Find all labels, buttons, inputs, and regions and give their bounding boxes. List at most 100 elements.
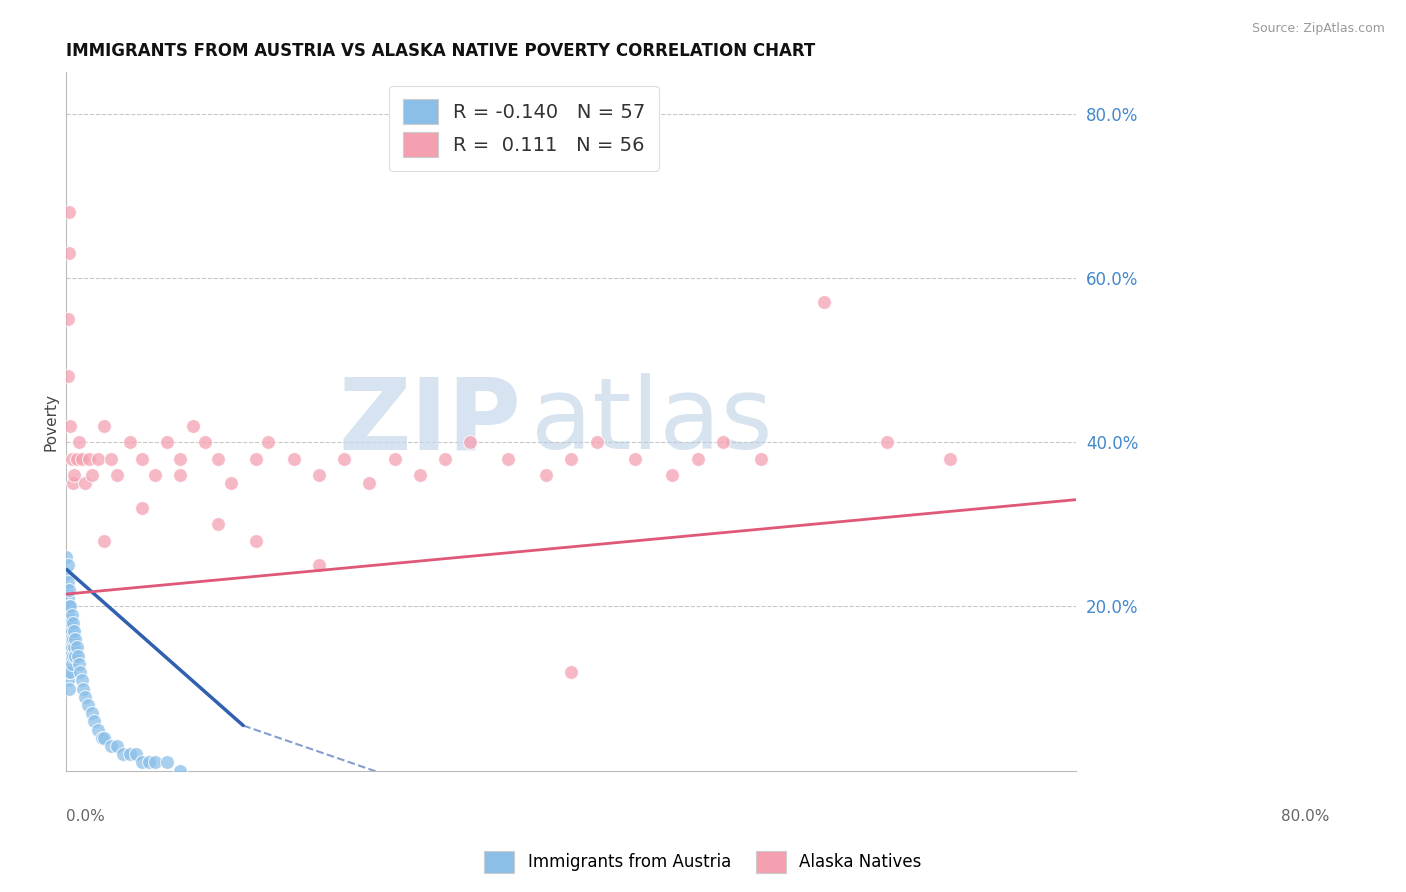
- Point: [661, 467, 683, 482]
- Point: [62, 476, 84, 491]
- Point: [63, 467, 86, 482]
- Point: [118, 747, 141, 762]
- Point: [67, 657, 90, 671]
- Point: [156, 435, 179, 450]
- Point: [434, 451, 457, 466]
- Point: [359, 476, 381, 491]
- Text: 0.0%: 0.0%: [66, 809, 105, 824]
- Point: [59, 632, 82, 647]
- Point: [59, 599, 82, 614]
- Point: [56, 311, 79, 326]
- Point: [75, 690, 97, 704]
- Point: [143, 756, 166, 770]
- Point: [56, 607, 79, 622]
- Point: [62, 615, 84, 630]
- Point: [156, 756, 179, 770]
- Point: [58, 582, 80, 597]
- Point: [56, 369, 79, 384]
- Point: [62, 648, 84, 663]
- Point: [60, 640, 83, 655]
- Point: [56, 574, 79, 589]
- Point: [100, 451, 122, 466]
- Point: [245, 533, 267, 548]
- Point: [80, 467, 103, 482]
- Point: [560, 451, 582, 466]
- Point: [77, 698, 100, 712]
- Point: [207, 517, 229, 532]
- Point: [257, 435, 280, 450]
- Point: [333, 451, 356, 466]
- Point: [813, 295, 835, 310]
- Point: [207, 451, 229, 466]
- Point: [112, 747, 135, 762]
- Point: [55, 566, 77, 581]
- Point: [56, 640, 79, 655]
- Point: [93, 418, 115, 433]
- Point: [55, 550, 77, 565]
- Point: [131, 756, 153, 770]
- Point: [83, 714, 105, 729]
- Point: [66, 648, 89, 663]
- Point: [283, 451, 305, 466]
- Point: [308, 467, 330, 482]
- Point: [58, 681, 80, 696]
- Point: [308, 558, 330, 573]
- Point: [138, 756, 160, 770]
- Point: [93, 533, 115, 548]
- Point: [87, 451, 110, 466]
- Point: [59, 665, 82, 680]
- Point: [143, 467, 166, 482]
- Point: [384, 451, 406, 466]
- Point: [498, 451, 520, 466]
- Point: [58, 648, 80, 663]
- Point: [80, 706, 103, 721]
- Point: [686, 451, 709, 466]
- Point: [219, 476, 242, 491]
- Point: [711, 435, 734, 450]
- Point: [460, 435, 482, 450]
- Point: [60, 607, 83, 622]
- Point: [65, 640, 87, 655]
- Point: [58, 615, 80, 630]
- Point: [63, 640, 86, 655]
- Point: [58, 599, 80, 614]
- Point: [749, 451, 772, 466]
- Point: [56, 657, 79, 671]
- Point: [65, 648, 87, 663]
- Point: [534, 467, 557, 482]
- Point: [58, 665, 80, 680]
- Point: [59, 615, 82, 630]
- Point: [560, 665, 582, 680]
- Point: [409, 467, 432, 482]
- Text: 80.0%: 80.0%: [1281, 809, 1329, 824]
- Point: [56, 558, 79, 573]
- Text: ZIP: ZIP: [337, 373, 522, 470]
- Point: [60, 451, 83, 466]
- Point: [62, 632, 84, 647]
- Point: [131, 451, 153, 466]
- Point: [63, 624, 86, 638]
- Text: atlas: atlas: [531, 373, 773, 470]
- Point: [245, 451, 267, 466]
- Legend: R = -0.140   N = 57, R =  0.111   N = 56: R = -0.140 N = 57, R = 0.111 N = 56: [389, 86, 659, 170]
- Point: [69, 665, 91, 680]
- Point: [939, 451, 962, 466]
- Point: [77, 451, 100, 466]
- Point: [623, 451, 645, 466]
- Legend: Immigrants from Austria, Alaska Natives: Immigrants from Austria, Alaska Natives: [478, 845, 928, 880]
- Point: [125, 747, 148, 762]
- Point: [70, 451, 93, 466]
- Point: [59, 648, 82, 663]
- Point: [60, 624, 83, 638]
- Point: [169, 764, 191, 778]
- Point: [59, 418, 82, 433]
- Point: [105, 467, 128, 482]
- Point: [67, 435, 90, 450]
- Point: [118, 435, 141, 450]
- Point: [56, 673, 79, 688]
- Point: [93, 731, 115, 745]
- Point: [585, 435, 607, 450]
- Point: [87, 723, 110, 737]
- Point: [90, 731, 112, 745]
- Point: [56, 591, 79, 606]
